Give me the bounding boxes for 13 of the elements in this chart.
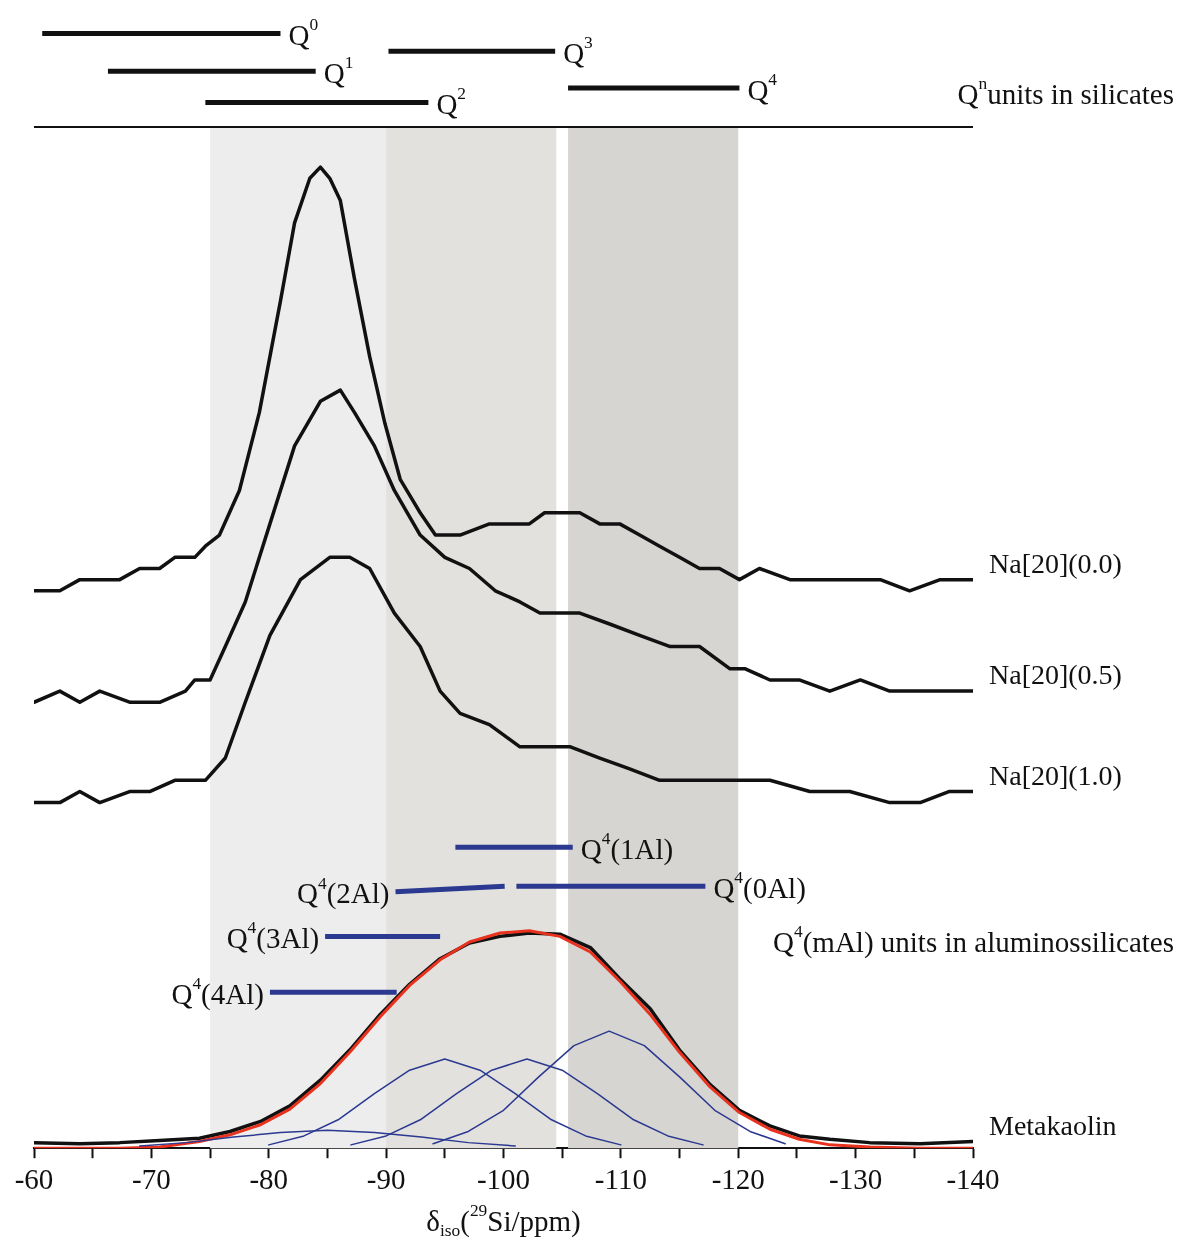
series-label: Metakaolin bbox=[989, 1109, 1117, 1141]
x-tick-label: -60 bbox=[14, 1163, 54, 1196]
x-tick-label: -120 bbox=[711, 1163, 765, 1196]
x-tick-label: -90 bbox=[366, 1163, 406, 1196]
series-label: Na[20](1.0) bbox=[989, 759, 1122, 791]
x-tick-label: -110 bbox=[594, 1163, 647, 1196]
x-tick-label: -140 bbox=[946, 1163, 1000, 1196]
x-tick-label: -80 bbox=[249, 1163, 289, 1196]
series-label: Na[20](0.5) bbox=[989, 659, 1122, 691]
x-tick-label: -100 bbox=[476, 1163, 531, 1196]
x-tick-label: -130 bbox=[829, 1163, 883, 1196]
series-label: Na[20](0.0) bbox=[989, 548, 1122, 579]
x-tick-label: -70 bbox=[132, 1163, 171, 1196]
